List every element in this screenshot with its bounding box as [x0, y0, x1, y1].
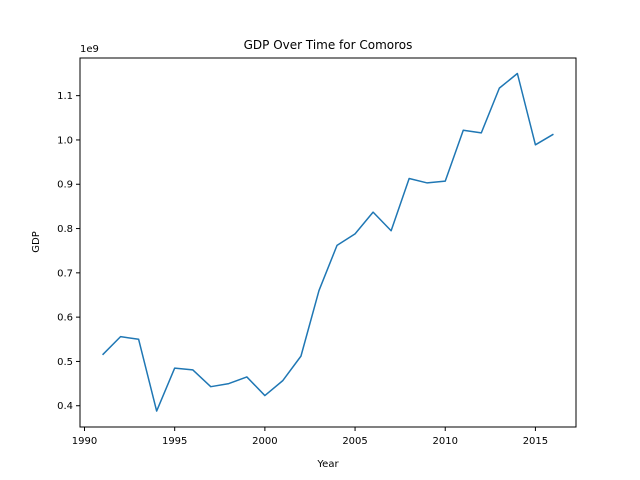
x-tick-label: 1995	[162, 436, 187, 447]
y-tick-label: 0.8	[57, 224, 73, 235]
x-tick-label: 2005	[342, 436, 367, 447]
y-offset-label: 1e9	[80, 44, 99, 55]
y-tick-label: 0.7	[57, 268, 73, 279]
chart-title: GDP Over Time for Comoros	[244, 38, 413, 52]
plot-frame	[79, 57, 577, 428]
x-axis: 1990 1995 2000 2005 2010 2015	[72, 427, 548, 447]
series-layer	[102, 72, 554, 412]
y-axis: 0.4 0.5 0.6 0.7 0.8 0.9 1.0 1.1	[57, 91, 80, 412]
y-axis-label: GDP	[31, 231, 42, 252]
y-tick-label: 0.4	[57, 401, 73, 412]
x-tick-label: 2000	[252, 436, 277, 447]
y-tick-label: 1.0	[57, 135, 73, 146]
series-line	[102, 72, 554, 412]
y-tick-label: 0.6	[57, 313, 73, 324]
x-tick-label: 2010	[433, 436, 458, 447]
y-tick-label: 0.5	[57, 357, 73, 368]
x-tick-label: 2015	[523, 436, 548, 447]
x-axis-label: Year	[316, 459, 339, 470]
y-tick-label: 1.1	[57, 91, 73, 102]
x-tick-label: 1990	[72, 436, 97, 447]
y-tick-label: 0.9	[57, 180, 73, 191]
